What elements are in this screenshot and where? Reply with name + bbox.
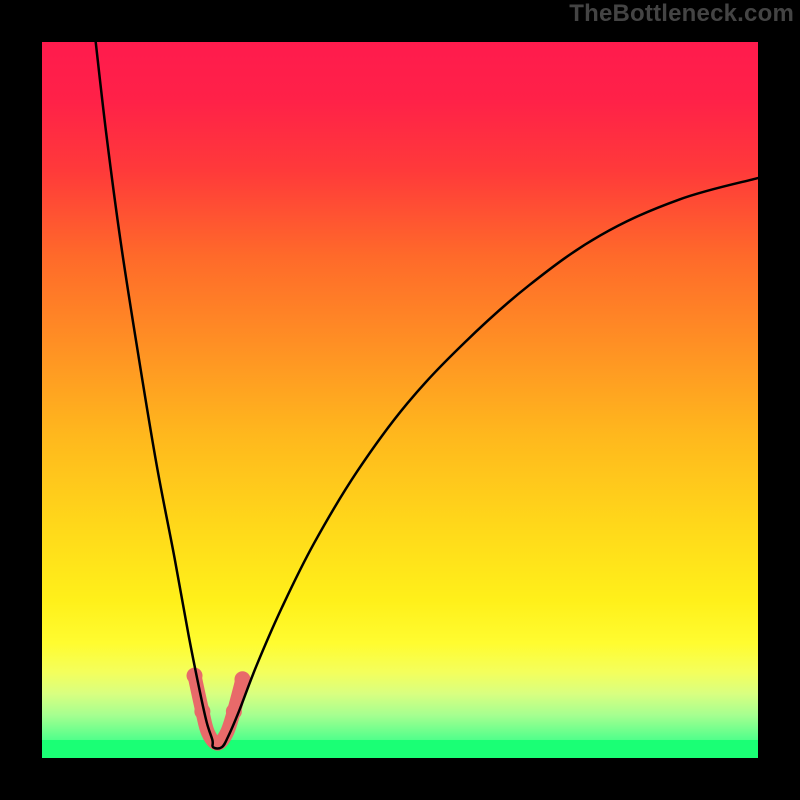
gradient-background — [42, 42, 758, 758]
green-footer-bar — [42, 740, 758, 758]
bottleneck-chart — [0, 0, 800, 800]
chart-root: TheBottleneck.com — [0, 0, 800, 800]
